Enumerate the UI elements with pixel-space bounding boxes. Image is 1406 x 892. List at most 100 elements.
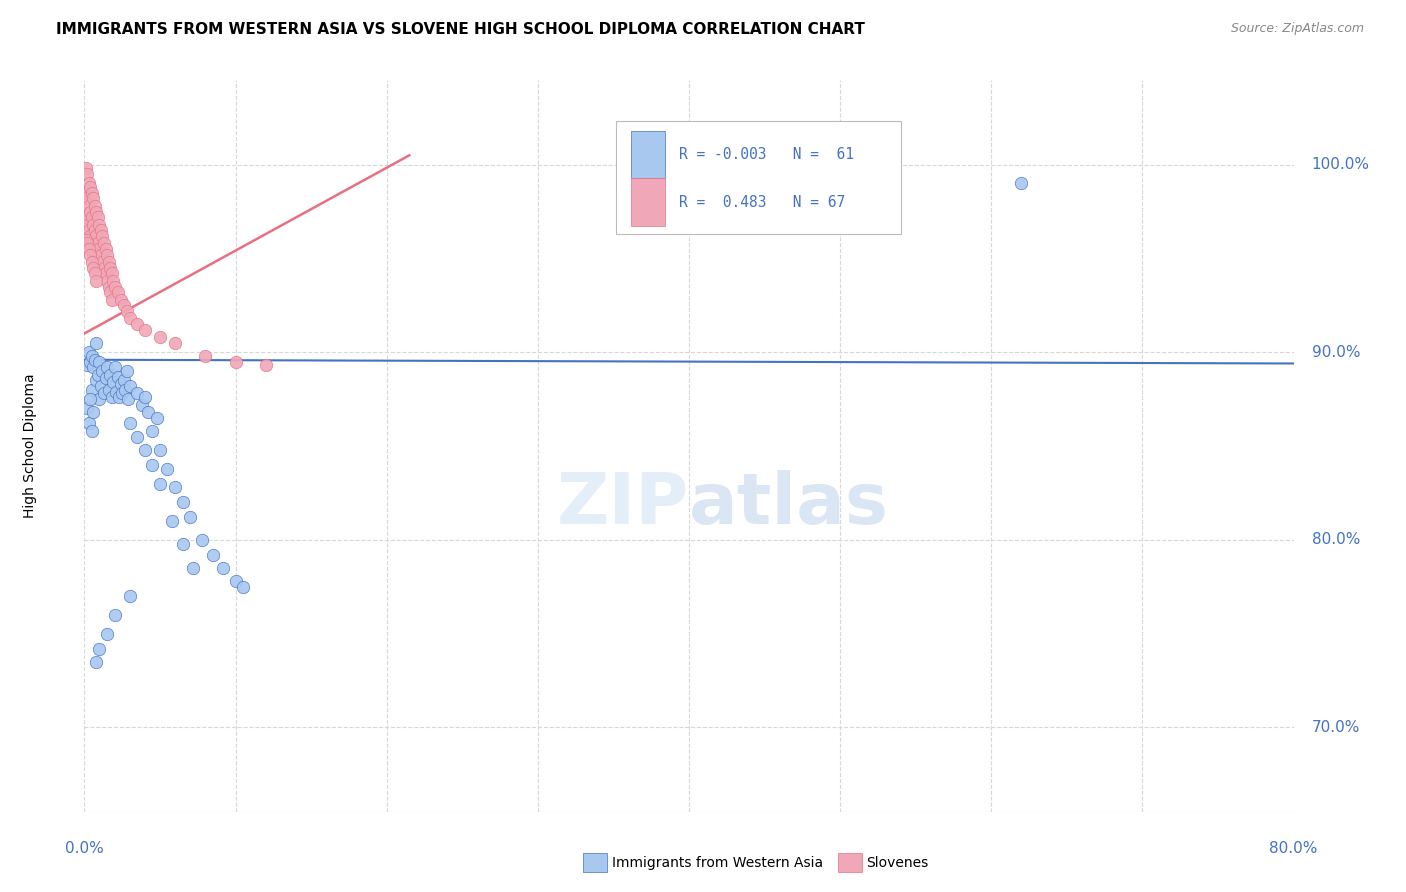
Point [80,210,103,224]
Point [76,236,98,251]
Point [118,379,141,393]
Point [100,267,122,281]
Point [86,373,108,387]
Point [86,204,108,219]
Point [79,354,101,368]
Bar [631,178,665,226]
Point [80,349,103,363]
Text: 80.0%: 80.0% [1270,841,1317,856]
Point [254,359,277,373]
Point [87,368,110,382]
Point [225,574,247,588]
Point [118,311,141,326]
Point [1010,177,1032,191]
Point [94,371,117,385]
Point [84,352,107,367]
Point [79,204,101,219]
Point [84,199,107,213]
Point [82,405,104,419]
Point [146,410,169,425]
Point [101,274,124,288]
Point [100,293,122,307]
Point [77,199,100,213]
Point [107,285,129,300]
Text: R = -0.003   N =  61: R = -0.003 N = 61 [679,147,855,162]
Point [191,533,214,547]
Point [127,429,149,443]
Point [76,218,98,232]
Point [104,607,127,622]
Point [156,461,179,475]
Point [115,304,138,318]
Point [82,218,104,232]
Point [79,180,101,194]
Point [89,392,111,406]
Point [104,360,127,375]
Point [94,267,117,281]
Point [86,655,108,669]
Text: atlas: atlas [689,470,889,539]
Point [75,233,97,247]
Text: High School Diploma: High School Diploma [22,374,37,518]
Point [89,354,111,368]
Point [232,580,254,594]
Point [98,260,121,275]
Point [134,390,156,404]
Text: R =  0.483   N = 67: R = 0.483 N = 67 [679,194,845,210]
Point [90,223,112,237]
Bar [631,131,665,178]
Point [90,379,112,393]
Point [89,218,111,232]
Point [93,260,115,275]
Point [149,330,172,344]
Point [97,255,120,269]
Point [179,510,201,524]
Point [82,191,104,205]
Point [82,360,104,375]
Point [87,210,110,224]
Point [94,242,117,256]
Point [82,260,104,275]
Point [79,248,101,262]
Point [111,386,134,401]
Point [76,359,98,373]
Point [93,386,115,401]
Point [91,229,114,244]
Point [98,368,121,382]
Point [75,210,97,224]
Text: 0.0%: 0.0% [65,841,104,856]
Point [75,186,97,200]
Point [127,386,149,401]
Point [80,383,103,397]
Point [104,279,127,293]
Point [91,364,114,378]
Point [181,561,204,575]
Text: IMMIGRANTS FROM WESTERN ASIA VS SLOVENE HIGH SCHOOL DIPLOMA CORRELATION CHART: IMMIGRANTS FROM WESTERN ASIA VS SLOVENE … [56,22,865,37]
Point [96,248,118,262]
Point [112,298,135,312]
Point [163,480,186,494]
Point [86,335,108,350]
Point [86,274,108,288]
Point [97,383,120,397]
Point [90,248,112,262]
Point [77,177,100,191]
Point [110,377,132,392]
Point [75,161,97,176]
Point [108,390,131,404]
Point [131,398,153,412]
Point [77,242,100,256]
Point [76,191,98,205]
Point [105,384,128,399]
Text: Source: ZipAtlas.com: Source: ZipAtlas.com [1230,22,1364,36]
Point [84,248,107,262]
Point [118,589,141,603]
FancyBboxPatch shape [616,120,901,234]
Point [84,223,107,237]
Point [172,495,194,509]
Point [141,458,163,472]
Point [77,223,100,237]
Point [107,369,129,384]
Point [101,376,124,390]
Text: Slovenes: Slovenes [866,855,928,870]
